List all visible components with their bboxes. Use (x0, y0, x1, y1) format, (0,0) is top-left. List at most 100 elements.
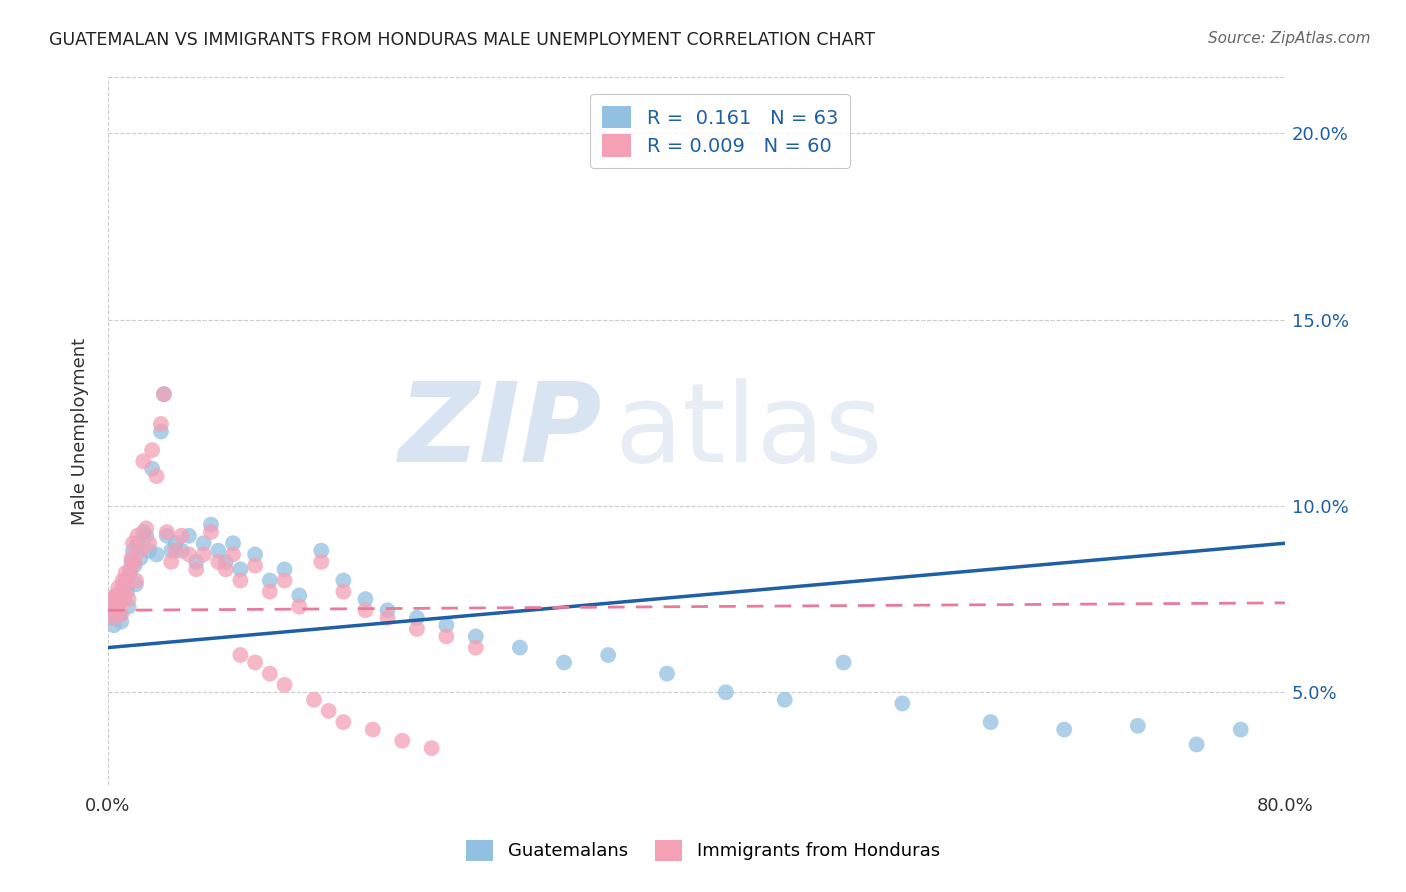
Point (222, 548, 245, 562)
Point (112, 592, 135, 607)
Point (259, 666, 281, 681)
Point (207, 543, 229, 558)
Point (406, 611, 429, 625)
Point (160, 555, 183, 569)
Point (120, 566, 142, 580)
Point (377, 611, 399, 625)
Point (120, 562, 142, 576)
Point (980, 715, 1002, 730)
Point (117, 592, 139, 607)
Point (111, 581, 134, 595)
Text: ZIP: ZIP (399, 378, 602, 485)
Point (655, 666, 678, 681)
Point (129, 551, 152, 566)
Point (107, 581, 129, 595)
Point (1053, 723, 1076, 737)
Point (114, 574, 136, 588)
Text: atlas: atlas (614, 378, 883, 485)
Point (115, 577, 138, 591)
Point (103, 618, 125, 632)
Point (434, 629, 457, 643)
Point (121, 555, 143, 569)
Point (186, 555, 208, 569)
Point (434, 618, 457, 632)
Point (259, 584, 281, 599)
Point (553, 656, 575, 670)
Point (420, 741, 443, 756)
Point (229, 562, 252, 576)
Point (406, 622, 429, 636)
Point (215, 555, 238, 569)
Point (129, 543, 152, 558)
Point (160, 543, 183, 558)
Point (156, 524, 179, 539)
Point (332, 574, 354, 588)
Point (112, 588, 135, 602)
Point (141, 443, 163, 458)
Point (200, 517, 222, 532)
Point (302, 692, 325, 706)
Point (122, 536, 145, 550)
Point (891, 697, 914, 711)
Point (101, 611, 124, 625)
Point (1185, 738, 1208, 752)
Point (138, 543, 160, 558)
Point (288, 599, 311, 614)
Y-axis label: Male Unemployment: Male Unemployment (72, 338, 89, 525)
Point (100, 599, 122, 614)
Point (117, 599, 139, 614)
Point (464, 629, 486, 643)
Point (177, 548, 200, 562)
Point (145, 469, 167, 483)
Point (121, 551, 143, 566)
Point (100, 592, 122, 607)
Point (125, 574, 148, 588)
Point (107, 588, 129, 602)
Point (464, 640, 486, 655)
Point (149, 417, 172, 431)
Point (111, 574, 134, 588)
Point (135, 521, 157, 535)
Point (215, 562, 238, 576)
Point (186, 562, 208, 576)
Point (122, 543, 145, 558)
Point (165, 543, 187, 558)
Point (138, 536, 160, 550)
Point (509, 640, 531, 655)
Point (101, 603, 124, 617)
Point (273, 574, 295, 588)
Point (115, 584, 138, 599)
Point (125, 577, 148, 591)
Point (110, 615, 132, 629)
Point (1229, 723, 1251, 737)
Point (714, 685, 737, 699)
Legend: R =  0.161   N = 63, R = 0.009   N = 60: R = 0.161 N = 63, R = 0.009 N = 60 (591, 95, 849, 169)
Point (361, 723, 384, 737)
Point (114, 566, 136, 580)
Point (222, 536, 245, 550)
Point (170, 529, 193, 543)
Point (243, 558, 266, 573)
Point (132, 454, 155, 468)
Point (110, 607, 132, 621)
Point (177, 529, 200, 543)
Point (229, 574, 252, 588)
Point (311, 555, 333, 569)
Point (773, 692, 796, 706)
Point (1126, 719, 1149, 733)
Text: Source: ZipAtlas.com: Source: ZipAtlas.com (1208, 31, 1371, 46)
Point (124, 555, 146, 569)
Point (170, 543, 193, 558)
Point (598, 648, 620, 662)
Point (832, 656, 855, 670)
Point (377, 603, 399, 617)
Point (318, 704, 340, 718)
Point (193, 536, 215, 550)
Point (141, 461, 163, 475)
Text: GUATEMALAN VS IMMIGRANTS FROM HONDURAS MALE UNEMPLOYMENT CORRELATION CHART: GUATEMALAN VS IMMIGRANTS FROM HONDURAS M… (49, 31, 876, 49)
Point (273, 678, 295, 692)
Point (104, 588, 127, 602)
Point (229, 648, 252, 662)
Point (243, 656, 266, 670)
Point (311, 543, 333, 558)
